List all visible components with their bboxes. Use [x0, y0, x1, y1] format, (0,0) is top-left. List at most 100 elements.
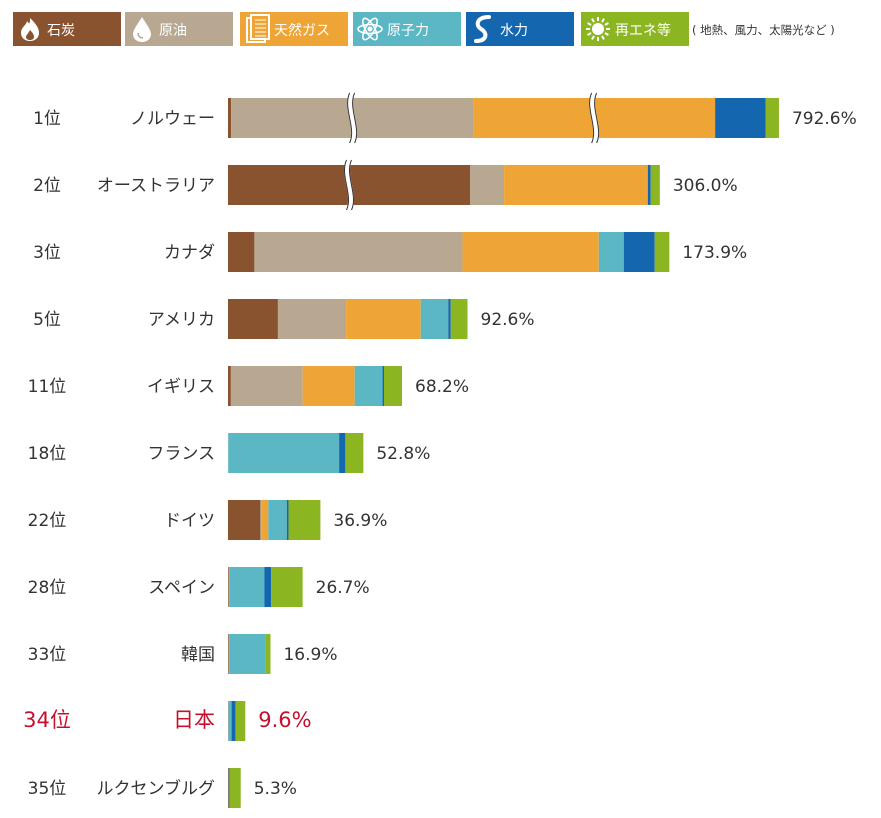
bar-segment-coal: [228, 299, 278, 339]
bar-segment-gas: [504, 165, 648, 205]
row-11: 35位 ルクセンブルグ 5.3%: [28, 768, 297, 808]
bar-segment-oil: [470, 165, 505, 205]
legend-label-hydro: 水力: [500, 23, 528, 39]
bar-segment-hydro: [231, 701, 236, 741]
country-label: オーストラリア: [97, 176, 215, 196]
country-label: 日本: [173, 708, 215, 732]
legend-label-gas: 天然ガス: [274, 22, 330, 39]
rank-label: 11位: [28, 377, 67, 397]
row-10: 34位 日本 9.6%: [23, 701, 312, 741]
oil-drop-icon: [133, 17, 151, 42]
row-9: 33位 韓国 16.9%: [28, 634, 337, 674]
legend-item-gas: 天然ガス: [240, 12, 348, 46]
atom-icon: [357, 17, 383, 41]
row-6: 18位 フランス 52.8%: [28, 433, 430, 473]
bar-segment-renewable: [765, 98, 779, 138]
total-value-label: 92.6%: [481, 310, 535, 330]
country-label: ノルウェー: [130, 109, 215, 129]
bar-segment-coal: [228, 98, 232, 138]
country-label: フランス: [147, 444, 215, 464]
total-value-label: 5.3%: [254, 779, 297, 799]
bar-segment-hydro: [715, 98, 766, 138]
total-value-label: 9.6%: [258, 708, 311, 732]
bar-segment-nuclear: [354, 366, 383, 406]
total-value-label: 52.8%: [376, 444, 430, 464]
legend-label-coal: 石炭: [47, 23, 75, 39]
row-3: 3位 カナダ 173.9%: [33, 232, 747, 272]
legend-item-oil: 原油: [125, 12, 233, 46]
bar-segment-hydro: [228, 768, 230, 808]
bar-segment-gas: [261, 500, 269, 540]
total-value-label: 792.6%: [792, 109, 857, 129]
legend-item-nuclear: 原子力: [353, 12, 461, 46]
bar-segment-oil: [260, 500, 262, 540]
legend-label-oil: 原油: [159, 23, 187, 39]
water-icon: [474, 15, 491, 43]
bar-segment-nuclear: [598, 232, 624, 272]
axis-break-mark: [344, 158, 354, 212]
total-value-label: 306.0%: [673, 176, 738, 196]
bar-segment-oil: [254, 232, 463, 272]
bar-segment-coal: [228, 500, 261, 540]
bar-segment-renewable: [345, 433, 364, 473]
row-4: 5位 アメリカ 92.6%: [33, 299, 535, 339]
bar-segment-gas: [462, 232, 599, 272]
total-value-label: 173.9%: [682, 243, 747, 263]
rank-label: 3位: [33, 243, 61, 263]
total-value-label: 68.2%: [415, 377, 469, 397]
bar-segment-nuclear: [229, 567, 265, 607]
bar-segment-hydro: [339, 433, 346, 473]
bar-segment-hydro: [382, 366, 384, 406]
bar-segment-oil: [277, 299, 347, 339]
bars: 1位 ノルウェー 792.6% 2位 オーストラリア 306.0% 3位 カナダ 173.9% 5…: [23, 91, 857, 808]
row-7: 22位 ドイツ 36.9%: [28, 500, 387, 540]
bar-segment-renewable: [384, 366, 402, 406]
bar-segment-nuclear: [420, 299, 449, 339]
axis-break-mark: [347, 91, 358, 145]
bar-segment-hydro: [623, 232, 655, 272]
bar-segment-hydro: [286, 500, 289, 540]
row-1: 1位 ノルウェー 792.6%: [33, 91, 857, 145]
sun-icon: [586, 17, 610, 41]
row-8: 28位 スペイン 26.7%: [28, 567, 370, 607]
bar-segment-renewable: [654, 232, 670, 272]
rank-label: 28位: [28, 578, 67, 598]
rank-label: 35位: [28, 779, 67, 799]
row-5: 11位 イギリス 68.2%: [28, 366, 469, 406]
bar-segment-renewable: [235, 701, 246, 741]
country-label: イギリス: [147, 377, 215, 397]
bar-segment-nuclear: [229, 634, 266, 674]
rank-label: 1位: [33, 109, 61, 129]
bar-segment-hydro: [264, 567, 272, 607]
row-2: 2位 オーストラリア 306.0%: [33, 158, 738, 212]
rank-label: 2位: [33, 176, 61, 196]
legend-note: ( 地熱、風力、太陽光など ): [692, 23, 835, 37]
bar-segment-renewable: [650, 165, 660, 205]
bar-segment-hydro: [647, 165, 651, 205]
country-label: カナダ: [164, 243, 215, 263]
country-label: アメリカ: [148, 310, 215, 330]
bar-segment-hydro: [448, 299, 451, 339]
bar-segment-renewable: [288, 500, 321, 540]
legend: 石炭 原油 天然ガス 原子力 水力 再エネ等 ( 地熱、風力、太陽光など ): [13, 12, 835, 46]
gas-tank-icon: [246, 14, 270, 43]
country-label: ドイツ: [164, 511, 215, 531]
total-value-label: 26.7%: [316, 578, 370, 598]
bar-segment-gas: [302, 366, 355, 406]
bar-segment-coal: [228, 634, 229, 674]
rank-label: 18位: [28, 444, 67, 464]
rank-label: 34位: [23, 708, 71, 732]
legend-item-hydro: 水力: [466, 12, 574, 46]
rank-label: 22位: [28, 511, 67, 531]
bar-segment-oil: [230, 366, 303, 406]
country-label: 韓国: [181, 645, 215, 665]
bar-segment-coal: [228, 366, 231, 406]
bar-segment-nuclear: [228, 433, 340, 473]
bar-segment-oil: [228, 567, 230, 607]
legend-item-coal: 石炭: [13, 12, 121, 46]
bar-segment-gas: [346, 299, 421, 339]
legend-label-renewable: 再エネ等: [615, 22, 671, 39]
rank-label: 5位: [33, 310, 61, 330]
flame-icon: [21, 18, 39, 41]
